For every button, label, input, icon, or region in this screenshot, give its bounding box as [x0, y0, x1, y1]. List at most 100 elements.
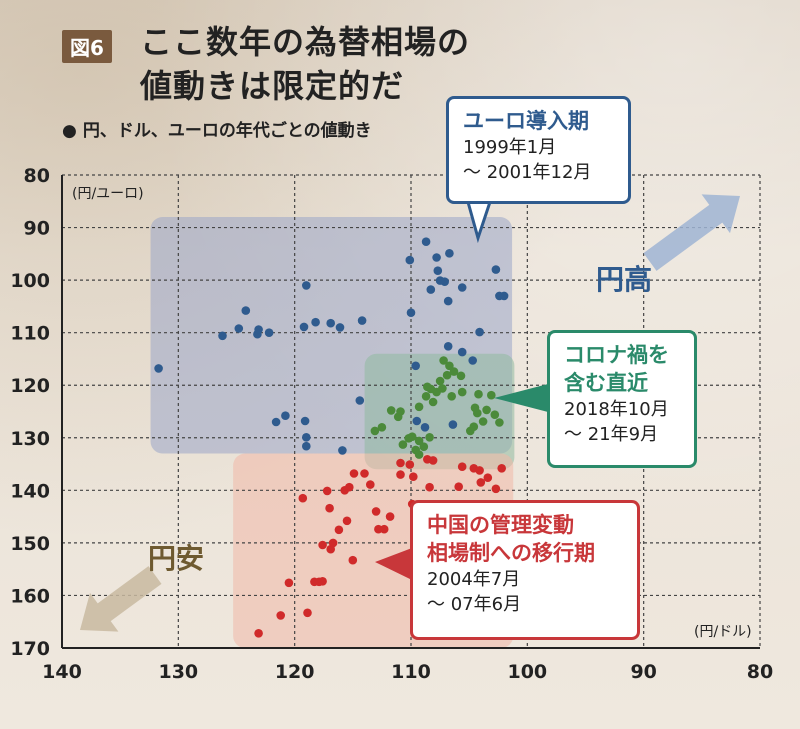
chart-title: ここ数年の為替相場の 値動きは限定的だ — [140, 20, 470, 108]
point-china — [303, 608, 312, 618]
point-corona — [377, 423, 387, 432]
pointer-china — [375, 548, 412, 580]
point-corona — [414, 436, 424, 446]
x-axis-label: (円/ドル) — [694, 624, 752, 640]
point-china — [325, 503, 334, 513]
callout-corona-line2: ～ 21年9月 — [564, 424, 659, 445]
point-corona — [456, 371, 466, 381]
point-euro — [421, 237, 431, 246]
yen-low-arrow — [80, 566, 162, 632]
point-euro — [443, 296, 453, 306]
point-china — [254, 629, 263, 638]
point-china — [345, 482, 354, 492]
x-tick-label: 130 — [158, 661, 198, 683]
x-tick-label: 80 — [747, 661, 773, 683]
y-tick-label: 90 — [24, 218, 50, 240]
point-china — [348, 555, 358, 565]
callout-china-line1: 2004年7月 — [427, 569, 521, 590]
point-china — [454, 482, 464, 492]
point-euro — [491, 265, 501, 274]
callout-china-title1: 中国の管理変動 — [427, 513, 574, 537]
x-tick-label: 120 — [275, 661, 315, 683]
point-euro — [335, 323, 345, 332]
point-euro — [234, 324, 244, 333]
point-euro — [457, 283, 467, 292]
y-tick-label: 120 — [10, 375, 50, 397]
point-euro — [281, 411, 290, 421]
y-tick-label: 80 — [24, 165, 50, 187]
point-euro — [443, 342, 453, 351]
point-euro — [405, 255, 415, 265]
point-corona — [439, 356, 448, 365]
point-euro — [457, 347, 467, 357]
point-corona — [435, 376, 445, 386]
point-china — [425, 482, 434, 492]
point-china — [385, 512, 395, 521]
point-corona — [487, 390, 496, 400]
point-euro — [432, 253, 441, 262]
x-tick-label: 90 — [630, 661, 656, 683]
point-china — [428, 456, 438, 465]
point-corona — [445, 361, 454, 371]
point-corona — [438, 384, 447, 393]
point-euro — [433, 266, 443, 276]
point-euro — [154, 364, 163, 373]
callout-china-period: 中国の管理変動 相場制への移行期 2004年7月 ～ 07年6月 — [410, 500, 640, 640]
callout-euro-title: ユーロ導入期 — [463, 109, 589, 133]
point-euro — [411, 361, 421, 371]
title-line-2: 値動きは限定的だ — [140, 67, 405, 105]
point-china — [457, 462, 467, 472]
figure-badge: 図6 — [62, 30, 112, 63]
x-tick-label: 110 — [391, 661, 431, 683]
point-euro — [435, 276, 445, 285]
point-china — [318, 540, 327, 550]
point-corona — [428, 397, 438, 407]
point-corona — [407, 432, 417, 442]
point-euro — [302, 433, 311, 442]
point-euro — [264, 328, 274, 338]
y-axis-label: (円/ユーロ) — [72, 186, 144, 202]
point-corona — [370, 426, 380, 436]
point-euro — [420, 423, 430, 432]
y-tick-label: 140 — [10, 480, 50, 502]
point-china — [322, 486, 332, 496]
point-euro — [426, 285, 436, 294]
point-china — [491, 484, 501, 494]
point-corona — [414, 402, 424, 412]
point-china — [379, 524, 389, 534]
point-china — [396, 458, 405, 468]
point-corona — [495, 418, 504, 427]
callout-euro-line1: 1999年1月 — [463, 137, 557, 158]
subtitle-text: 円、ドル、ユーロの年代ごとの値動き — [82, 121, 372, 141]
point-euro — [338, 446, 347, 455]
point-corona — [414, 450, 424, 459]
point-corona — [421, 392, 431, 401]
point-euro — [311, 317, 320, 327]
point-euro — [406, 308, 416, 318]
x-tick-label: 100 — [507, 661, 547, 683]
point-corona — [425, 433, 434, 442]
point-china — [476, 478, 486, 487]
callout-china-line2: ～ 07年6月 — [427, 594, 522, 615]
callout-corona-line1: 2018年10月 — [564, 399, 669, 420]
point-china — [284, 578, 294, 588]
point-euro — [475, 327, 484, 337]
yen-high-arrow — [643, 194, 740, 271]
callout-pointers — [375, 200, 548, 580]
point-euro — [445, 249, 454, 258]
y-tick-label: 110 — [10, 323, 50, 345]
point-euro — [218, 331, 227, 341]
yen-high-label: 円高 — [596, 263, 653, 296]
point-china — [366, 480, 375, 489]
x-tick-label: 140 — [42, 661, 82, 683]
point-china — [475, 466, 484, 475]
bullet-icon: ● — [62, 121, 77, 141]
point-corona — [396, 407, 405, 416]
point-china — [298, 493, 308, 503]
callout-corona-title1: コロナ禍を — [564, 343, 669, 367]
point-corona — [478, 417, 488, 426]
point-euro — [412, 416, 422, 426]
point-china — [483, 473, 493, 483]
point-china — [405, 460, 415, 469]
